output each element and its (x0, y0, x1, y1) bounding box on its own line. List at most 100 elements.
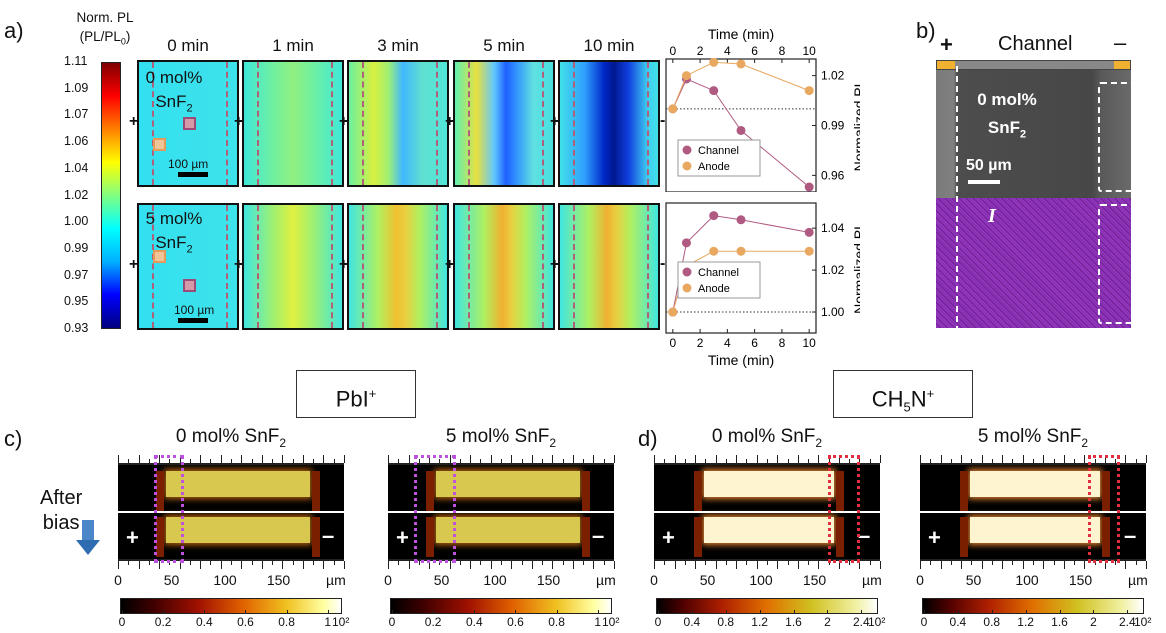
anode-edge-line (362, 62, 364, 185)
tof-top-tick (1146, 455, 1147, 463)
pl-chart-0mol: 0 2 4 6 8 10 1.02 0.99 0.96 Time (min) Normalized … (665, 26, 860, 192)
tof-colorbar-tick (163, 610, 165, 614)
colorbar-title: Norm. PL (PL/PL0) (60, 8, 150, 52)
row0-channel-roi (183, 117, 196, 130)
tof-top-tick (1125, 455, 1127, 463)
tof-bottom-tick (118, 561, 119, 569)
row0-label: 0 mol% SnF2 (139, 66, 209, 120)
tof-top-axis (654, 463, 880, 465)
tof-x-tick-label: 150 (1068, 572, 1093, 588)
tof-top-axis (920, 463, 1146, 465)
tof-bottom-tick (1135, 561, 1137, 565)
data-point (709, 246, 719, 256)
tof-edge-glow (1102, 517, 1110, 557)
tof-bottom-tick (664, 561, 666, 565)
tof-x-tick-label: 0 (384, 572, 392, 588)
plus-sign: + (129, 112, 139, 130)
pl-map-row1-t2 (347, 203, 449, 330)
tof-colorbar-tick-label: 0 (654, 615, 662, 629)
tof-bottom-tick (138, 561, 140, 569)
tof-colorbar-tick-label: 1.6 (1051, 615, 1068, 629)
pl-colorbar (101, 62, 121, 329)
data-point (709, 57, 719, 67)
tof-bottom-tick (429, 561, 431, 569)
cathode-pad (1114, 61, 1130, 69)
tof-colorbar-tick (759, 610, 761, 614)
tof-colorbar-tick (327, 610, 329, 614)
tof-top-tick (398, 459, 400, 463)
tof-top-tick (138, 455, 140, 463)
tof-top-tick (333, 459, 335, 463)
tof-bottom-tick (562, 561, 564, 565)
tof-top-tick (128, 459, 130, 463)
x-tick-label: 2 (697, 44, 704, 58)
tof-bottom-tick (1115, 561, 1117, 565)
pl-map-row0-t2 (347, 60, 449, 187)
tof-top-tick (220, 455, 222, 463)
tof-top-tick (1104, 455, 1106, 463)
tof-bottom-tick (920, 561, 921, 569)
plus-sign: + (234, 112, 244, 130)
tof-x-tick-label: 100 (1015, 572, 1039, 588)
tof-top-tick (429, 455, 431, 463)
tof-edge-glow (1102, 471, 1110, 511)
row1-channel-roi (183, 279, 196, 292)
time-label: 0 min (167, 36, 209, 55)
tof-top-tick (880, 455, 881, 463)
panel-b-letter: b) (916, 18, 936, 43)
tof-bottom-tick (767, 561, 768, 565)
tof-top-tick (408, 455, 410, 463)
tof-bottom-tick (1084, 561, 1086, 569)
y-axis-label: Normalized PL (851, 79, 860, 171)
pl-map-row1-t3 (453, 203, 555, 330)
tof-top-tick (449, 455, 451, 463)
tof-top-tick (756, 455, 758, 463)
tof-colorbar-tick-label: 2.4 (852, 615, 870, 629)
tof-bottom-tick (849, 561, 851, 565)
tof-top-tick (200, 455, 202, 463)
tof-top-tick (1002, 455, 1004, 463)
row0-label-line1: 0 mol% (145, 68, 203, 87)
tof-bottom-tick (684, 561, 686, 565)
row1-label-line1: 5 mol% (145, 209, 203, 228)
tof-colorbar-exponent: 10² (868, 615, 886, 629)
tof-colorbar-tick-label: 0.8 (548, 615, 565, 629)
tof-top-tick (323, 455, 325, 463)
tof-x-tick-label: 50 (163, 572, 180, 588)
ion-box-pbi: PbI+ (296, 370, 416, 418)
tof-top-tick (542, 459, 544, 463)
y-tick-label: 0.96 (821, 168, 845, 182)
tof-top-tick (1063, 455, 1065, 463)
tof-top-tick (490, 455, 492, 463)
tof-colorbar-tick (691, 610, 693, 614)
tof-top-tick (715, 455, 717, 463)
tof-edge-glow (960, 471, 968, 511)
tof-top-tick (684, 459, 686, 463)
anode-edge-line (362, 205, 364, 328)
electrode-bar (936, 60, 1131, 70)
tof-colorbar-tick-label: 0.4 (465, 615, 483, 629)
tof-bottom-tick (189, 561, 191, 565)
tof-bottom-tick (179, 561, 181, 569)
after-bias-line1: After (40, 487, 83, 509)
tof-bottom-tick (1074, 561, 1076, 565)
tof-plus: + (662, 525, 675, 550)
tof-bottom-tick (251, 561, 253, 565)
tof-x-unit: µm (326, 572, 346, 588)
tof-edge-glow (582, 517, 590, 557)
tof-top-tick (210, 459, 212, 463)
anode-edge-line (468, 205, 470, 328)
tof-bottom-tick (313, 561, 315, 565)
tof-bottom-tick (981, 561, 983, 569)
panel-b-minus: – (1114, 30, 1127, 55)
tof-top-tick (562, 459, 564, 463)
tof-bottom-tick (572, 561, 574, 569)
tof-top-tick (480, 459, 482, 463)
tof-channel-band (704, 471, 834, 497)
cathode-edge-line (226, 62, 228, 185)
y-tick-label: 1.04 (821, 221, 845, 235)
tof-bottom-tick (480, 561, 482, 565)
tof-bottom-tick (838, 561, 840, 569)
tof-bottom-tick (808, 561, 810, 565)
tof-top-tick (787, 459, 789, 463)
